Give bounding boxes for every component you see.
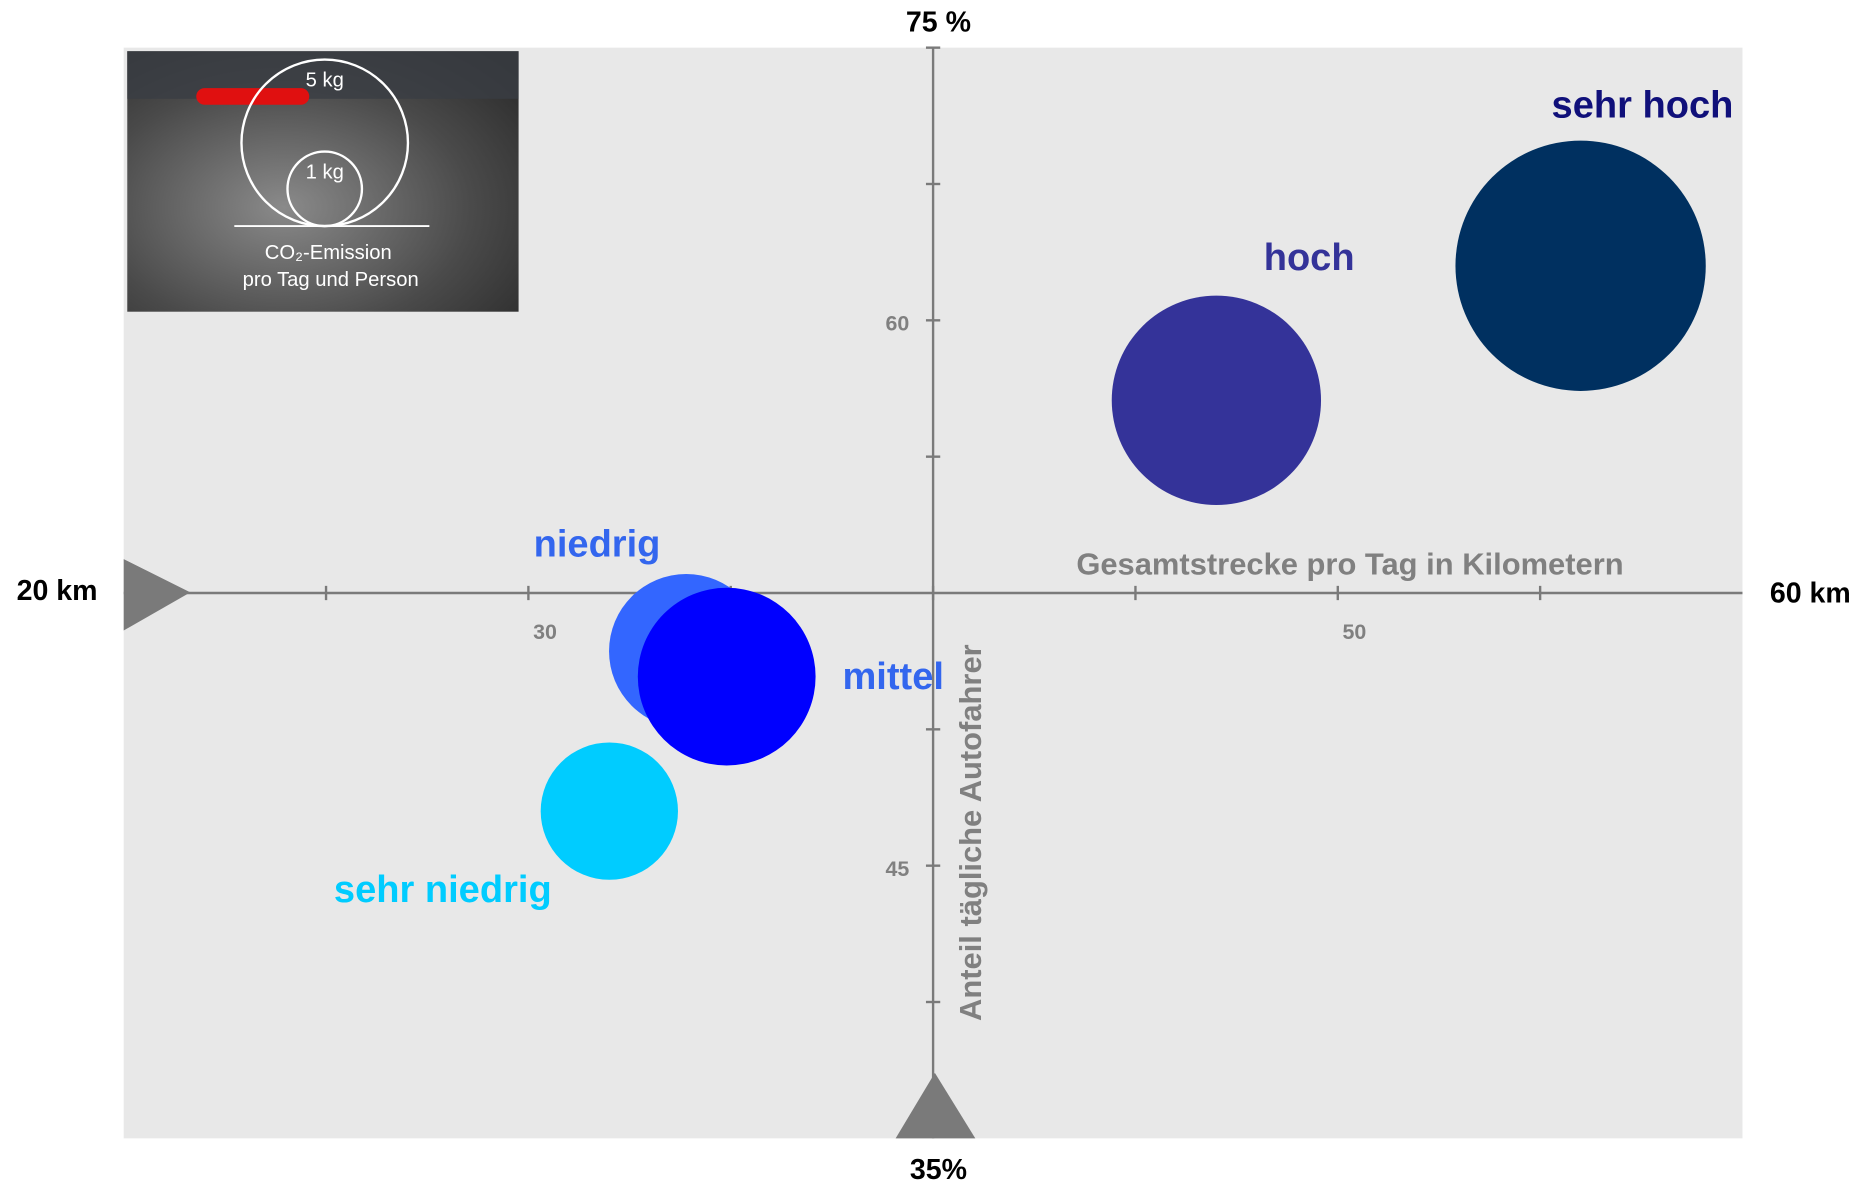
x-axis-end-label: 60 km — [1770, 577, 1851, 609]
bubble — [1111, 295, 1322, 505]
x-axis-arrow — [123, 559, 191, 631]
bubble-label: niedrig — [534, 524, 661, 566]
legend-label: 1 kg — [306, 161, 344, 183]
legend-circle — [286, 150, 364, 228]
y-tick-label: 60 — [886, 312, 910, 336]
x-axis-end-label: 20 km — [17, 575, 98, 607]
x-axis-title: Gesamtstrecke pro Tag in Kilometern — [1076, 546, 1623, 581]
y-axis-arrow — [895, 1072, 976, 1139]
bubbles — [540, 140, 1706, 880]
bubble — [1455, 140, 1706, 391]
bubble — [540, 742, 678, 880]
bubble-label: hoch — [1264, 237, 1355, 279]
y-axis-end-label: 35% — [910, 1154, 967, 1186]
bubble-label: sehr hoch — [1552, 85, 1734, 127]
tail-light — [196, 88, 310, 105]
legend-title: CO₂-Emission — [265, 242, 392, 264]
bubble-label: mittel — [842, 656, 943, 698]
size-legend: 5 kg 1 kg CO₂-Emission pro Tag und Person — [127, 51, 519, 312]
bubble — [637, 587, 816, 766]
y-axis-title: Anteil tägliche Autofahrer — [953, 644, 988, 1021]
legend-label: 5 kg — [306, 69, 344, 91]
y-tick-label: 45 — [886, 857, 910, 881]
x-tick-label: 30 — [533, 620, 557, 644]
x-tick-label: 50 — [1343, 620, 1367, 644]
legend-title: pro Tag und Person — [243, 269, 419, 291]
y-axis-end-label: 75 % — [906, 6, 971, 38]
bubble-label: sehr niedrig — [334, 869, 552, 911]
